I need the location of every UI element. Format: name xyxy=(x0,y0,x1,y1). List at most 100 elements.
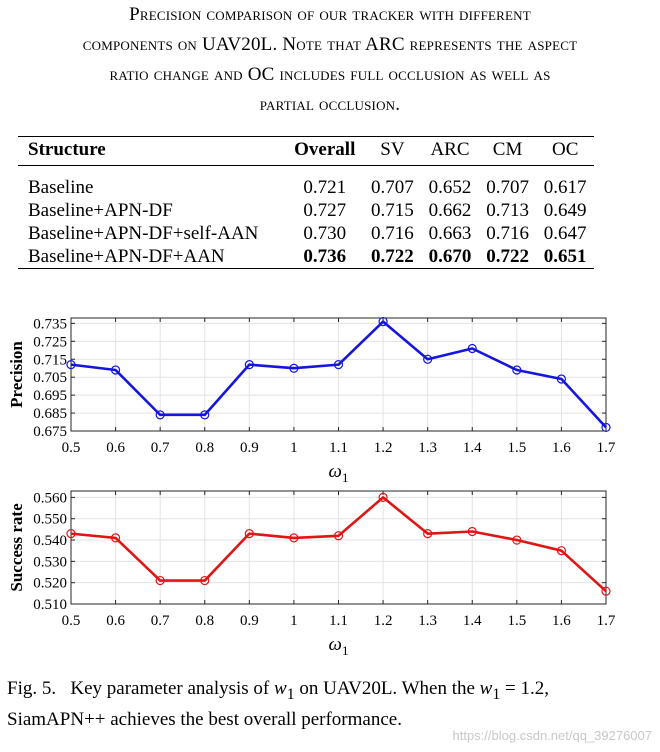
y-tick-label: 0.520 xyxy=(33,576,67,592)
data-point xyxy=(66,360,76,370)
x-tick-label: 1.6 xyxy=(552,440,571,456)
x-tick-label: 1.7 xyxy=(597,613,616,629)
math-variable: w xyxy=(274,678,287,699)
data-point xyxy=(244,360,254,370)
table-row: Baseline+APN-DF 0.727 0.715 0.662 0.713 … xyxy=(18,199,594,222)
data-point xyxy=(378,492,388,502)
y-tick-label: 0.695 xyxy=(33,388,67,404)
table-cell: 0.727 xyxy=(303,200,347,221)
x-tick-label: 0.6 xyxy=(106,440,125,456)
table-cell: 0.649 xyxy=(543,200,587,221)
table-cell: Baseline xyxy=(28,177,94,198)
data-point xyxy=(110,533,121,543)
y-tick-label: 0.510 xyxy=(33,597,67,613)
x-tick-label: 0.9 xyxy=(240,440,259,456)
data-point xyxy=(289,363,299,373)
table-row-best: Baseline+APN-DF+AAN 0.736 0.722 0.670 0.… xyxy=(18,245,594,269)
x-tick-label: 0.5 xyxy=(62,613,81,629)
x-tick-label: 0.8 xyxy=(195,440,214,456)
y-tick-label: 0.550 xyxy=(33,512,67,528)
table-cell: 0.713 xyxy=(486,200,529,221)
y-tick-label: 0.715 xyxy=(33,352,67,368)
math-subscript: 1 xyxy=(286,685,295,703)
x-tick-label: 1.5 xyxy=(507,613,526,629)
table-cell: 0.662 xyxy=(428,200,472,221)
data-point xyxy=(200,410,210,420)
table-cell: 0.736 xyxy=(285,245,364,269)
table-caption-line: Precision comparison of our tracker with… xyxy=(129,4,531,25)
table-caption: Precision comparison of our tracker with… xyxy=(0,0,660,120)
figure-caption: Fig. 5. Key parameter analysis of w1 on … xyxy=(7,676,657,732)
math-variable: w xyxy=(479,678,493,699)
table-cell: 0.617 xyxy=(543,177,587,198)
x-tick-label: 1.5 xyxy=(507,440,526,456)
table-caption-line: ratio change and OC includes full occlus… xyxy=(109,64,551,85)
data-point xyxy=(512,365,522,375)
table-cell: 0.730 xyxy=(303,223,347,244)
x-tick-label: 1.1 xyxy=(329,613,348,629)
series-line xyxy=(70,320,607,429)
figure-label: Fig. 5. xyxy=(7,678,57,699)
data-point xyxy=(155,410,165,420)
y-tick-label: 0.560 xyxy=(33,490,67,506)
table-cell: 0.651 xyxy=(536,245,594,269)
success-rate-chart: 0.5 0.6 0.7 0.8 0.9 1 1.1 1.2 1.3 1.4 1.5 1.6 1.7 0.5… xyxy=(7,490,616,658)
table-cell: 0.663 xyxy=(428,223,472,244)
data-point xyxy=(289,533,299,543)
data-point xyxy=(423,529,433,539)
table-cell: 0.715 xyxy=(371,200,414,221)
y-tick-label: 0.540 xyxy=(33,533,67,549)
y-tick-label: 0.705 xyxy=(33,370,67,386)
header-cm: CM xyxy=(478,136,537,166)
caption-text: SiamAPN++ achieves the best overall perf… xyxy=(7,708,402,730)
y-tick-label: 0.735 xyxy=(33,316,67,332)
x-tick-label: 1 xyxy=(290,613,298,629)
y-tick-label: 0.685 xyxy=(33,406,67,422)
caption-text: = 1.2, xyxy=(500,678,549,699)
table-cell: 0.707 xyxy=(486,177,529,198)
math-subscript: 1 xyxy=(492,685,501,703)
x-tick-label: 1.3 xyxy=(418,613,437,629)
data-point xyxy=(200,575,210,586)
data-point xyxy=(333,531,344,541)
table-caption-line: partial occlusion. xyxy=(259,94,401,115)
x-tick-label: 0.7 xyxy=(151,440,170,456)
table-cell: 0.722 xyxy=(478,245,537,269)
y-tick-label: 0.675 xyxy=(33,424,67,440)
header-arc: ARC xyxy=(421,136,479,166)
header-overall: Overall xyxy=(285,136,364,166)
table-cell: 0.647 xyxy=(543,223,587,244)
precision-chart: 0.5 0.6 0.7 0.8 0.9 1 1.1 1.2 1.3 1.4 1.5 1.6 1.7 0.6… xyxy=(7,316,616,485)
table-cell: 0.716 xyxy=(371,223,414,244)
results-table: Structure Overall SV ARC CM OC Baseline … xyxy=(18,136,594,269)
caption-text: Key parameter analysis of xyxy=(70,678,274,699)
data-point xyxy=(378,316,388,327)
series-line xyxy=(70,496,607,593)
y-axis-label: Precision xyxy=(7,341,26,408)
x-tick-label: 1.2 xyxy=(374,613,393,629)
y-tick-label: 0.530 xyxy=(33,554,67,570)
data-point xyxy=(467,526,477,537)
x-tick-label: 1.7 xyxy=(597,440,616,456)
table-cell: 0.670 xyxy=(421,245,479,269)
x-tick-label: 1.3 xyxy=(418,440,437,456)
x-axis-label: ω1 xyxy=(329,461,349,485)
header-structure: Structure xyxy=(18,136,286,166)
x-tick-label: 0.9 xyxy=(240,613,259,629)
table-cell: Baseline+APN-DF+AAN xyxy=(18,245,286,269)
data-point xyxy=(110,365,121,375)
data-point xyxy=(155,575,165,586)
x-tick-label: 0.7 xyxy=(151,613,170,629)
x-tick-label: 1.2 xyxy=(374,440,393,456)
x-tick-label: 1 xyxy=(290,440,298,456)
table-header-row: Structure Overall SV ARC CM OC xyxy=(18,136,594,166)
y-axis-label: Success rate xyxy=(7,503,26,592)
table-cell: Baseline+APN-DF+self-AAN xyxy=(28,223,259,244)
table-cell: 0.716 xyxy=(486,223,529,244)
table-row: Baseline 0.721 0.707 0.652 0.707 0.617 xyxy=(18,166,594,200)
data-point xyxy=(423,354,433,364)
data-point xyxy=(66,529,76,539)
x-tick-label: 0.8 xyxy=(195,613,214,629)
x-tick-label: 1.1 xyxy=(329,440,348,456)
x-tick-label: 0.5 xyxy=(62,440,81,456)
